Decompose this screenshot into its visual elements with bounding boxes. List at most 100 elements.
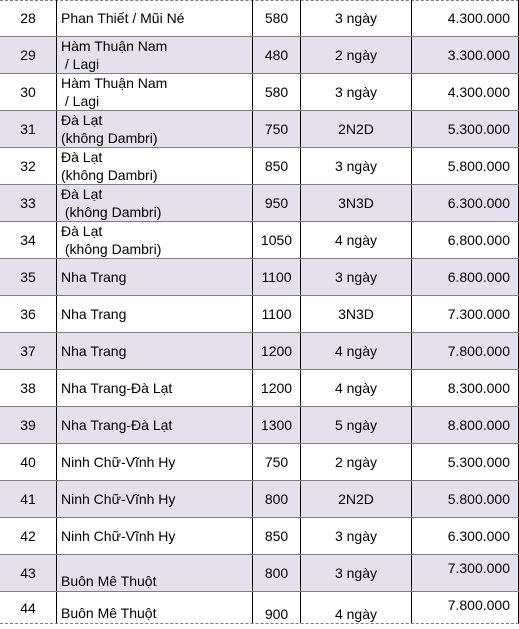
table-row: 28 Phan Thiết / Mũi Né 580 3 ngày 4.300.… (0, 0, 519, 37)
price: 4.300.000 (412, 0, 519, 36)
price: 7.300.000 (412, 555, 519, 591)
price: 5.800.000 (412, 148, 519, 184)
row-number: 41 (0, 481, 57, 517)
table-row: 41 Ninh Chữ-Vĩnh Hy 800 2N2D 5.800.000 (0, 481, 519, 518)
destination: Nha Trang-Đà Lạt (57, 370, 253, 406)
distance-km: 480 (253, 37, 301, 73)
price: 6.300.000 (412, 518, 519, 554)
price: 7.800.000 (412, 333, 519, 369)
distance-km: 1100 (253, 259, 301, 295)
row-number: 32 (0, 148, 57, 184)
duration: 4 ngày (301, 592, 412, 623)
row-number: 35 (0, 259, 57, 295)
duration: 3 ngày (301, 518, 412, 554)
table-row: 40 Ninh Chữ-Vĩnh Hy 750 2 ngày 5.300.000 (0, 444, 519, 481)
distance-km: 850 (253, 518, 301, 554)
price: 7.300.000 (412, 296, 519, 332)
table-row: 29 Hàm Thuận Nam / Lagi 480 2 ngày 3.300… (0, 37, 519, 74)
distance-km: 1100 (253, 296, 301, 332)
table-row: 42 Ninh Chữ-Vĩnh Hy 850 3 ngày 6.300.000 (0, 518, 519, 555)
table-top-border (0, 0, 519, 1)
table-row: 34 Đà Lạt (không Dambri) 1050 4 ngày 6.8… (0, 222, 519, 259)
duration: 3 ngày (301, 0, 412, 36)
destination: Hàm Thuận Nam / Lagi (57, 74, 253, 110)
duration: 4 ngày (301, 370, 412, 406)
distance-km: 850 (253, 148, 301, 184)
price: 8.300.000 (412, 370, 519, 406)
duration: 3 ngày (301, 148, 412, 184)
price: 5.300.000 (412, 111, 519, 147)
distance-km: 750 (253, 111, 301, 147)
destination: Đà Lạt (không Dambri) (57, 111, 253, 147)
destination: Ninh Chữ-Vĩnh Hy (57, 518, 253, 554)
table-row: 32 Đà Lạt (không Dambri) 850 3 ngày 5.80… (0, 148, 519, 185)
price: 5.800.000 (412, 481, 519, 517)
price: 7.800.000 (412, 592, 519, 623)
duration: 4 ngày (301, 333, 412, 369)
distance-km: 750 (253, 444, 301, 480)
duration: 3N3D (301, 296, 412, 332)
distance-km: 1050 (253, 222, 301, 258)
row-number: 44 (0, 592, 57, 623)
destination: Ninh Chữ-Vĩnh Hy (57, 444, 253, 480)
destination: Nha Trang (57, 259, 253, 295)
table-row: 30 Hàm Thuận Nam / Lagi 580 3 ngày 4.300… (0, 74, 519, 111)
duration: 3 ngày (301, 555, 412, 591)
distance-km: 580 (253, 0, 301, 36)
table-row: 38 Nha Trang-Đà Lạt 1200 4 ngày 8.300.00… (0, 370, 519, 407)
row-number: 43 (0, 555, 57, 591)
price: 6.800.000 (412, 222, 519, 258)
table-row: 31 Đà Lạt (không Dambri) 750 2N2D 5.300.… (0, 111, 519, 148)
row-number: 29 (0, 37, 57, 73)
distance-km: 950 (253, 185, 301, 221)
destination: Hàm Thuận Nam / Lagi (57, 37, 253, 73)
table-row: 35 Nha Trang 1100 3 ngày 6.800.000 (0, 259, 519, 296)
row-number: 36 (0, 296, 57, 332)
row-number: 30 (0, 74, 57, 110)
destination: Nha Trang (57, 296, 253, 332)
destination: Buôn Mê Thuột (57, 592, 253, 623)
price: 3.300.000 (412, 37, 519, 73)
row-number: 38 (0, 370, 57, 406)
table-row: 39 Nha Trang-Đà Lạt 1300 5 ngày 8.800.00… (0, 407, 519, 444)
table-row: 36 Nha Trang 1100 3N3D 7.300.000 (0, 296, 519, 333)
distance-km: 1200 (253, 370, 301, 406)
destination: Đà Lạt (không Dambri) (57, 185, 253, 221)
destination: Buôn Mê Thuột (57, 555, 253, 591)
distance-km: 800 (253, 481, 301, 517)
duration: 2N2D (301, 111, 412, 147)
row-number: 28 (0, 0, 57, 36)
row-number: 42 (0, 518, 57, 554)
row-number: 34 (0, 222, 57, 258)
distance-km: 1200 (253, 333, 301, 369)
destination: Nha Trang-Đà Lạt (57, 407, 253, 443)
duration: 3 ngày (301, 259, 412, 295)
distance-km: 800 (253, 555, 301, 591)
duration: 4 ngày (301, 222, 412, 258)
destination: Nha Trang (57, 333, 253, 369)
row-number: 39 (0, 407, 57, 443)
table-row: 37 Nha Trang 1200 4 ngày 7.800.000 (0, 333, 519, 370)
row-number: 37 (0, 333, 57, 369)
duration: 2N2D (301, 481, 412, 517)
table-row: 43 Buôn Mê Thuột 800 3 ngày 7.300.000 (0, 555, 519, 592)
destination: Phan Thiết / Mũi Né (57, 0, 253, 36)
duration: 3N3D (301, 185, 412, 221)
price: 6.800.000 (412, 259, 519, 295)
table-row: 44 Buôn Mê Thuột 900 4 ngày 7.800.000 (0, 592, 519, 624)
price: 8.800.000 (412, 407, 519, 443)
duration: 2 ngày (301, 37, 412, 73)
duration: 2 ngày (301, 444, 412, 480)
table-row: 33 Đà Lạt (không Dambri) 950 3N3D 6.300.… (0, 185, 519, 222)
distance-km: 1300 (253, 407, 301, 443)
distance-km: 580 (253, 74, 301, 110)
distance-km: 900 (253, 592, 301, 623)
duration: 3 ngày (301, 74, 412, 110)
destination: Đà Lạt (không Dambri) (57, 222, 253, 258)
price: 5.300.000 (412, 444, 519, 480)
destination: Đà Lạt (không Dambri) (57, 148, 253, 184)
row-number: 40 (0, 444, 57, 480)
price: 6.300.000 (412, 185, 519, 221)
row-number: 31 (0, 111, 57, 147)
